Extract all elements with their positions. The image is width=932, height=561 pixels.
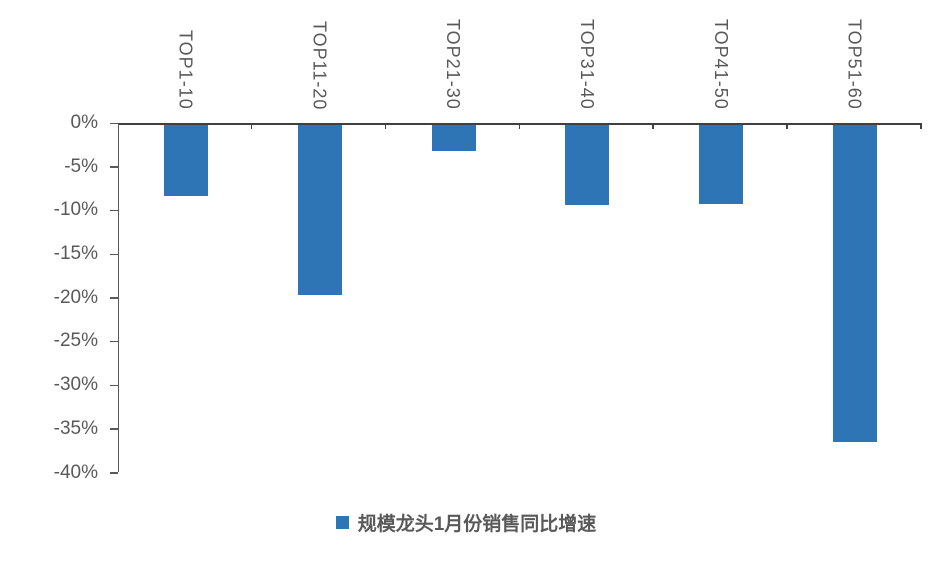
y-axis-tick [110,166,118,168]
y-axis-tick-label: -25% [53,330,98,352]
bar-TOP41-50 [699,125,744,204]
y-axis-tick [110,384,118,387]
bar-TOP51-60 [833,125,878,443]
y-axis-tick [110,472,118,474]
legend: 规模龙头1月份销售同比增速 [0,505,932,539]
y-axis-tick [110,297,118,299]
x-axis-tick [384,123,387,129]
legend-swatch-icon [335,515,349,529]
y-axis-tick [110,209,118,212]
y-axis-tick-label: -40% [53,461,98,483]
y-axis-tick-label: -30% [53,374,98,396]
y-axis-tick-label: -5% [64,155,98,177]
legend-label: 规模龙头1月份销售同比增速 [357,513,597,535]
y-axis-tick [110,253,118,256]
bar-TOP1-10 [163,125,208,196]
category-label: TOP11-20 [309,20,330,110]
x-axis-tick [652,123,654,129]
bar-TOP31-40 [565,125,610,206]
y-axis-tick-label: 0% [70,112,98,133]
category-label: TOP51-60 [844,19,865,110]
y-axis-tick-label: -10% [53,199,98,221]
plot-area [118,123,921,472]
category-label: TOP31-40 [576,19,597,110]
y-axis-tick-label: -15% [53,243,98,265]
y-axis-tick-label: -20% [53,286,98,308]
x-axis-tick [250,123,253,129]
bar-TOP21-30 [431,125,476,152]
category-label: TOP41-50 [710,19,731,110]
y-axis-tick [110,428,118,430]
x-axis-tick [920,123,922,129]
y-axis-tick-label: -35% [53,417,98,439]
bar-TOP11-20 [297,125,342,296]
x-axis-tick [786,123,788,129]
y-axis-tick [110,122,118,124]
category-label: TOP1-10 [175,30,196,110]
category-label: TOP21-30 [443,19,464,110]
y-axis-tick [110,340,118,343]
x-axis-tick [518,123,520,129]
